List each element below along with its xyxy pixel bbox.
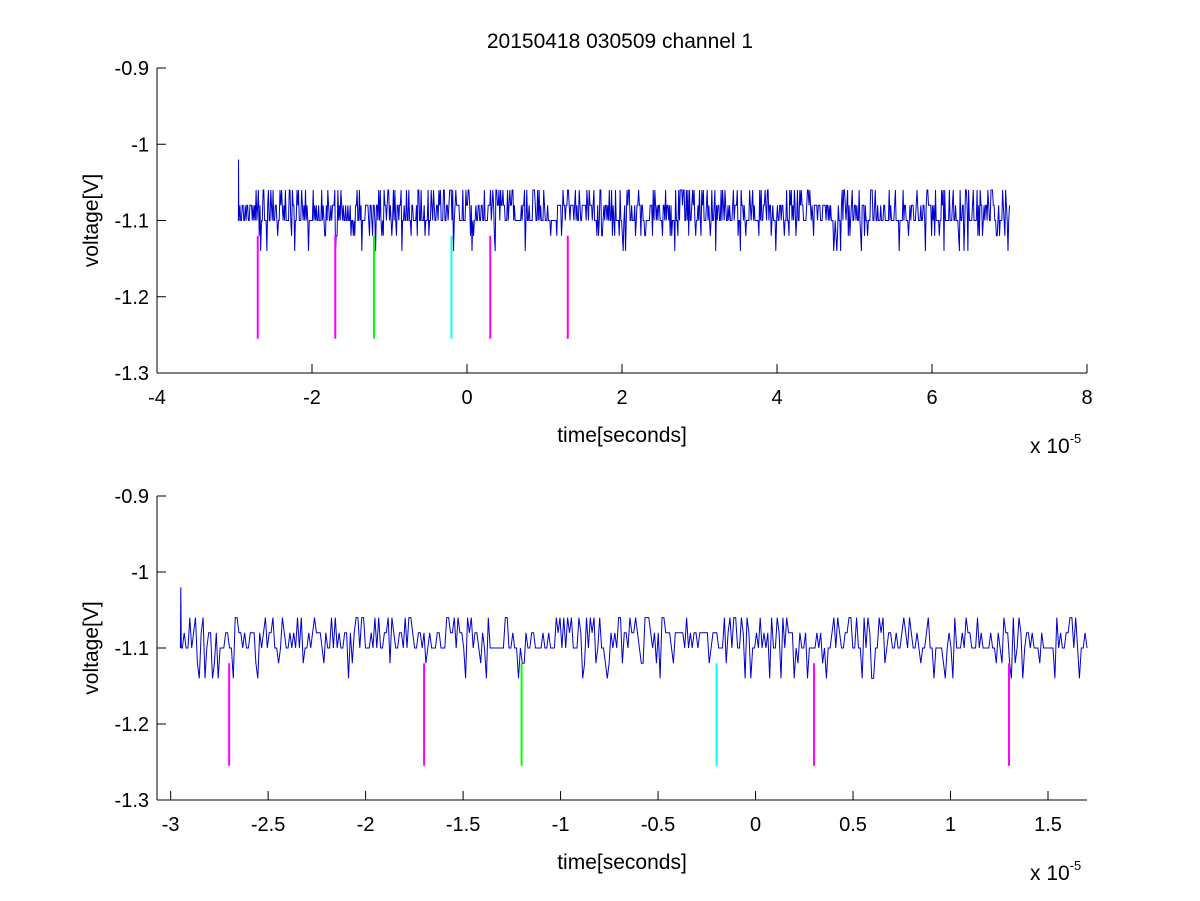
x-tick-label: -3 xyxy=(162,814,180,836)
x-tick-label: -2.5 xyxy=(251,814,285,836)
bottom-axes: -0.9 -1 -1.1 -1.2 -1.3 -3 -2.5 -2 -1.5 -1 -0.5 0 0.… xyxy=(80,486,1088,885)
bottom-x-multiplier-base: x 10 xyxy=(1030,862,1070,885)
y-tick-label: -1.1 xyxy=(115,211,149,233)
voltage-trace-line xyxy=(179,587,1088,679)
x-tick-label: -2 xyxy=(357,814,375,836)
y-tick-label: -0.9 xyxy=(115,58,149,80)
x-tick-label: 6 xyxy=(926,387,937,409)
y-tick-label: -0.9 xyxy=(115,486,149,508)
x-tick-label: -2 xyxy=(303,387,321,409)
x-tick-label: 2 xyxy=(616,387,627,409)
x-tick-label: -4 xyxy=(148,387,166,409)
bottom-x-multiplier: x 10-5 xyxy=(1030,858,1081,885)
bottom-y-axis-label: voltage[V] xyxy=(80,601,103,694)
x-tick-label: -0.5 xyxy=(641,814,675,836)
top-x-axis-label: time[seconds] xyxy=(557,424,687,447)
bottom-markers xyxy=(228,663,1011,766)
y-tick-label: -1.3 xyxy=(115,363,149,385)
bottom-x-multiplier-exponent: -5 xyxy=(1070,858,1082,873)
y-tick-label: -1.2 xyxy=(115,287,149,309)
bottom-x-ticks: -3 -2.5 -2 -1.5 -1 -0.5 0 0.5 1 1.5 xyxy=(162,791,1062,836)
x-tick-label: 0 xyxy=(750,814,761,836)
voltage-trace-line xyxy=(237,159,1010,252)
top-y-ticks: -0.9 -1 -1.1 -1.2 -1.3 xyxy=(115,58,166,385)
bottom-x-axis-label: time[seconds] xyxy=(557,851,687,874)
y-tick-label: -1.1 xyxy=(115,638,149,660)
top-x-ticks: -4 -2 0 2 4 6 8 xyxy=(148,364,1093,409)
bottom-y-ticks: -0.9 -1 -1.1 -1.2 -1.3 xyxy=(115,486,166,812)
top-axes: -0.9 -1 -1.1 -1.2 -1.3 -4 -2 0 2 4 6 8 time[second… xyxy=(80,58,1093,458)
bottom-series-group xyxy=(179,587,1088,679)
top-y-axis-label: voltage[V] xyxy=(80,174,103,267)
figure-title: 20150418 030509 channel 1 xyxy=(487,30,753,53)
x-tick-label: 0.5 xyxy=(839,814,867,836)
y-tick-label: -1 xyxy=(131,562,149,584)
x-tick-label: 1 xyxy=(945,814,956,836)
top-x-multiplier-base: x 10 xyxy=(1030,435,1070,458)
top-markers xyxy=(256,235,569,339)
x-tick-label: 8 xyxy=(1081,387,1092,409)
top-series-group xyxy=(237,159,1010,252)
y-tick-label: -1.2 xyxy=(115,714,149,736)
top-x-multiplier: x 10-5 xyxy=(1030,431,1081,458)
x-tick-label: -1 xyxy=(552,814,570,836)
y-tick-label: -1.3 xyxy=(115,790,149,812)
x-tick-label: 4 xyxy=(771,387,782,409)
x-tick-label: 0 xyxy=(461,387,472,409)
y-tick-label: -1 xyxy=(131,134,149,156)
top-x-multiplier-exponent: -5 xyxy=(1070,431,1082,446)
x-tick-label: -1.5 xyxy=(446,814,480,836)
x-tick-label: 1.5 xyxy=(1034,814,1062,836)
